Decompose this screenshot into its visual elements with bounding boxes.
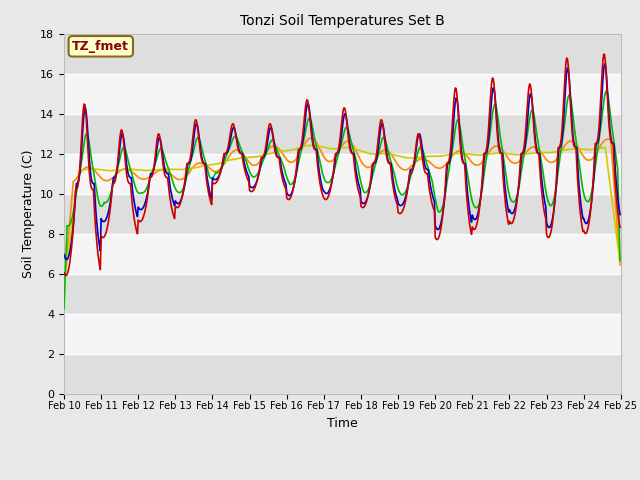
-32cm	[70, 207, 78, 213]
-16cm	[616, 262, 624, 268]
-4cm	[410, 159, 418, 165]
-4cm	[63, 257, 70, 263]
-16cm	[127, 168, 135, 174]
-2cm	[71, 198, 79, 204]
Line: -16cm: -16cm	[64, 138, 620, 286]
-8cm	[70, 205, 78, 211]
-2cm	[214, 177, 221, 183]
Line: -2cm: -2cm	[64, 54, 620, 276]
-8cm	[410, 165, 417, 170]
-4cm	[214, 175, 221, 180]
-32cm	[307, 143, 314, 148]
-16cm	[307, 135, 314, 141]
-2cm	[128, 199, 136, 204]
-16cm	[410, 160, 418, 166]
-4cm	[601, 61, 609, 67]
-32cm	[616, 260, 624, 266]
Title: Tonzi Soil Temperatures Set B: Tonzi Soil Temperatures Set B	[240, 14, 445, 28]
-2cm	[410, 157, 418, 163]
-16cm	[60, 283, 68, 288]
-8cm	[616, 258, 624, 264]
-16cm	[427, 160, 435, 166]
-32cm	[60, 281, 68, 287]
-4cm	[185, 161, 193, 167]
-2cm	[185, 160, 193, 166]
Bar	[64, 274, 621, 313]
Line: -32cm: -32cm	[64, 145, 620, 284]
-2cm	[61, 273, 69, 278]
-8cm	[184, 169, 191, 175]
Text: TZ_fmet: TZ_fmet	[72, 40, 129, 53]
-2cm	[600, 51, 607, 57]
Line: -4cm: -4cm	[64, 64, 620, 260]
-4cm	[60, 252, 68, 257]
Bar	[64, 354, 621, 394]
Line: -8cm: -8cm	[64, 91, 620, 309]
Legend: -2cm, -4cm, -8cm, -16cm, -32cm: -2cm, -4cm, -8cm, -16cm, -32cm	[161, 477, 524, 480]
-32cm	[184, 166, 191, 171]
-32cm	[410, 155, 418, 161]
-2cm	[60, 270, 68, 276]
-16cm	[184, 171, 191, 177]
-8cm	[426, 170, 434, 176]
Bar	[64, 34, 621, 73]
X-axis label: Time: Time	[327, 417, 358, 430]
-2cm	[616, 225, 624, 230]
-16cm	[213, 168, 221, 174]
-4cm	[128, 182, 136, 188]
-2cm	[427, 194, 435, 200]
-32cm	[213, 161, 221, 167]
-8cm	[60, 306, 68, 312]
-8cm	[213, 170, 221, 176]
Bar	[64, 114, 621, 154]
-4cm	[71, 204, 79, 209]
-32cm	[427, 154, 435, 159]
Y-axis label: Soil Temperature (C): Soil Temperature (C)	[22, 149, 35, 278]
-8cm	[127, 169, 135, 175]
-16cm	[70, 178, 78, 184]
Bar	[64, 193, 621, 234]
-4cm	[427, 183, 435, 189]
-32cm	[127, 167, 135, 172]
-4cm	[616, 212, 624, 217]
-8cm	[602, 88, 610, 94]
